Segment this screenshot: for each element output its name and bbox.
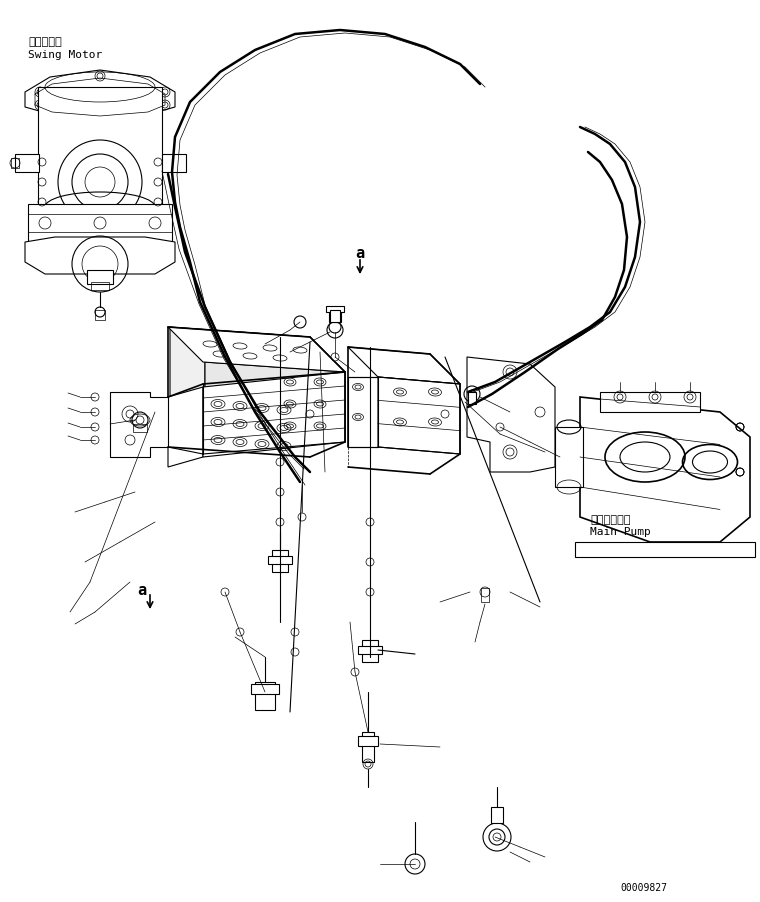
Circle shape bbox=[221, 588, 229, 596]
Circle shape bbox=[366, 558, 374, 566]
Polygon shape bbox=[467, 357, 555, 473]
Bar bbox=[600, 392, 700, 412]
Bar bbox=[329, 308, 341, 323]
Bar bbox=[358, 736, 378, 746]
Bar bbox=[91, 282, 109, 290]
Circle shape bbox=[351, 668, 359, 676]
Circle shape bbox=[91, 437, 99, 445]
Circle shape bbox=[366, 519, 374, 527]
Polygon shape bbox=[25, 238, 175, 275]
Polygon shape bbox=[348, 347, 460, 384]
Polygon shape bbox=[575, 542, 755, 557]
Circle shape bbox=[298, 513, 306, 521]
Polygon shape bbox=[205, 363, 345, 443]
Text: メインポンプ: メインポンプ bbox=[590, 514, 631, 524]
Polygon shape bbox=[580, 398, 750, 542]
Circle shape bbox=[276, 458, 284, 466]
Polygon shape bbox=[203, 373, 345, 457]
Polygon shape bbox=[170, 327, 205, 433]
Bar bbox=[11, 159, 19, 169]
Bar bbox=[330, 310, 340, 323]
Polygon shape bbox=[110, 392, 168, 457]
Polygon shape bbox=[378, 378, 460, 455]
Bar bbox=[95, 310, 105, 320]
Bar bbox=[358, 647, 382, 654]
Bar bbox=[38, 87, 162, 207]
Circle shape bbox=[276, 519, 284, 527]
Circle shape bbox=[276, 489, 284, 496]
Circle shape bbox=[91, 409, 99, 417]
Bar bbox=[272, 550, 288, 573]
Circle shape bbox=[306, 410, 314, 419]
Bar bbox=[491, 807, 503, 824]
Ellipse shape bbox=[45, 193, 155, 223]
Bar bbox=[255, 682, 275, 710]
Bar bbox=[362, 732, 374, 762]
Polygon shape bbox=[348, 378, 378, 447]
Text: Main Pump: Main Pump bbox=[590, 527, 651, 537]
Polygon shape bbox=[28, 205, 172, 243]
Circle shape bbox=[441, 410, 449, 419]
Bar bbox=[87, 271, 113, 285]
Bar bbox=[468, 392, 476, 405]
Bar bbox=[15, 155, 39, 173]
Circle shape bbox=[366, 588, 374, 596]
Text: 00009827: 00009827 bbox=[620, 882, 667, 892]
Bar bbox=[481, 588, 489, 603]
Text: 旋回モータ: 旋回モータ bbox=[28, 37, 62, 47]
Bar bbox=[268, 557, 292, 565]
Circle shape bbox=[91, 393, 99, 401]
Circle shape bbox=[91, 424, 99, 431]
Bar bbox=[362, 640, 378, 662]
Bar bbox=[555, 428, 583, 487]
Polygon shape bbox=[168, 388, 203, 467]
Bar bbox=[251, 685, 279, 695]
Text: Swing Motor: Swing Motor bbox=[28, 50, 103, 60]
Circle shape bbox=[331, 354, 339, 362]
Polygon shape bbox=[168, 327, 345, 373]
Bar bbox=[162, 155, 186, 173]
Circle shape bbox=[291, 649, 299, 657]
Bar bbox=[133, 425, 147, 433]
Bar bbox=[326, 307, 344, 313]
Text: a: a bbox=[137, 583, 146, 597]
Text: a: a bbox=[355, 245, 364, 261]
Circle shape bbox=[496, 424, 504, 431]
Circle shape bbox=[236, 629, 244, 636]
Polygon shape bbox=[25, 71, 175, 121]
Polygon shape bbox=[170, 327, 345, 373]
Circle shape bbox=[291, 629, 299, 636]
